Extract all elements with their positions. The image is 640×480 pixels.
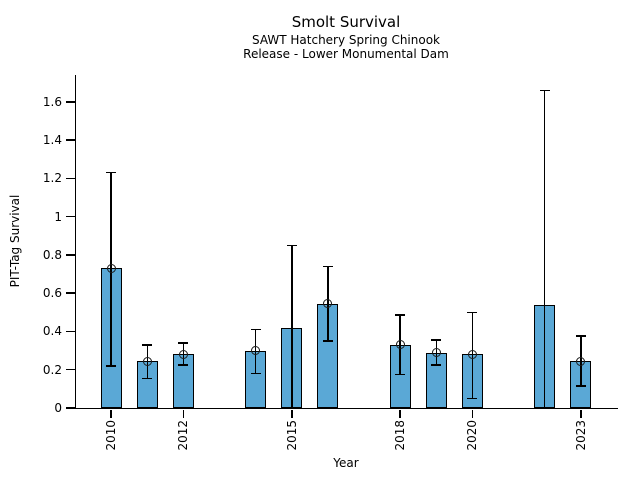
y-tick (66, 292, 75, 294)
point-marker-2012 (178, 349, 188, 359)
x-tick (110, 409, 112, 418)
y-tick (66, 330, 75, 333)
error-cap-bottom-2020 (467, 397, 478, 400)
x-tick-label: 2012 (176, 420, 191, 451)
y-tick (66, 215, 75, 218)
x-tick (580, 409, 582, 418)
x-tick-label: 2010 (104, 420, 119, 451)
point-marker-2019 (431, 348, 441, 357)
x-tick (291, 409, 293, 418)
error-cap-top-2018 (395, 314, 406, 316)
y-tick-label: 1.4 (42, 133, 62, 148)
point-marker-2010 (106, 263, 116, 273)
error-cap-top-2019 (431, 339, 442, 341)
error-cap-top-2014 (250, 328, 261, 331)
error-cap-bottom-2023 (575, 385, 586, 387)
y-tick-label: 0.8 (42, 247, 62, 262)
plot-area (75, 75, 618, 409)
y-tick (66, 177, 75, 180)
point-marker-2023 (576, 356, 586, 366)
error-cap-bottom-2018 (395, 373, 406, 376)
x-tick-label: 2018 (393, 420, 408, 451)
x-tick (399, 409, 401, 418)
point-marker-2014 (251, 346, 261, 356)
y-tick (66, 101, 75, 103)
error-cap-top-2022 (539, 89, 550, 92)
y-axis-label: PIT-Tag Survival (8, 194, 22, 288)
point-marker-2011 (142, 356, 152, 366)
chart-subtitle-2: Release - Lower Monumental Dam (243, 47, 449, 61)
x-tick (471, 409, 474, 418)
error-cap-top-2016 (322, 265, 333, 268)
x-axis-label: Year (333, 456, 359, 470)
point-marker-2016 (323, 299, 333, 309)
y-tick (66, 139, 75, 141)
y-tick-label: 1.2 (42, 171, 62, 186)
chart-title: Smolt Survival (291, 13, 401, 31)
error-cap-top-2015 (286, 244, 297, 247)
x-tick-label: 2023 (573, 420, 588, 451)
error-bar-2022 (543, 90, 546, 408)
error-cap-bottom-2014 (250, 372, 261, 375)
error-cap-bottom-2016 (322, 340, 333, 342)
y-tick (66, 254, 75, 256)
error-cap-bottom-2012 (178, 364, 189, 366)
error-cap-top-2012 (178, 342, 189, 344)
y-tick-label: 1.6 (42, 94, 62, 109)
y-tick (66, 407, 75, 409)
error-cap-top-2011 (142, 344, 153, 346)
error-cap-top-2010 (106, 171, 117, 174)
error-cap-bottom-2010 (106, 365, 117, 367)
x-tick-label: 2015 (284, 420, 299, 451)
y-tick-label: 0 (54, 401, 62, 415)
y-tick (66, 368, 75, 371)
x-tick-label: 2020 (465, 420, 480, 451)
y-tick-label: 0.6 (42, 286, 62, 301)
error-cap-bottom-2011 (142, 377, 153, 380)
point-marker-2018 (395, 340, 405, 350)
x-tick (182, 409, 185, 418)
chart-subtitle-1: SAWT Hatchery Spring Chinook (251, 33, 440, 47)
y-tick-label: 1 (54, 209, 62, 224)
error-cap-bottom-2019 (431, 364, 442, 366)
y-tick-label: 0.4 (42, 324, 62, 339)
error-bar-2015 (291, 245, 293, 408)
point-marker-2020 (467, 349, 477, 359)
error-cap-top-2023 (575, 335, 586, 337)
error-cap-top-2020 (467, 311, 478, 314)
y-tick-label: 0.2 (42, 362, 62, 377)
